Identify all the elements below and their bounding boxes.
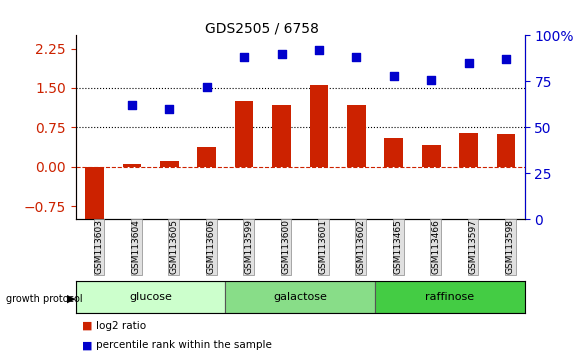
FancyBboxPatch shape <box>375 281 525 313</box>
Point <box>314 47 324 53</box>
Point <box>389 73 398 79</box>
Point <box>164 106 174 112</box>
Point <box>277 51 286 57</box>
Bar <box>459 133 478 167</box>
Text: GSM113605: GSM113605 <box>169 219 178 274</box>
Text: ▶: ▶ <box>67 294 76 304</box>
Text: ■: ■ <box>82 321 92 331</box>
Bar <box>497 134 515 167</box>
Text: GSM113599: GSM113599 <box>244 219 253 274</box>
Text: galactose: galactose <box>273 292 327 302</box>
Bar <box>272 105 291 167</box>
Point <box>127 103 136 108</box>
Point <box>464 60 473 66</box>
Text: GSM113600: GSM113600 <box>282 219 290 274</box>
Text: log2 ratio: log2 ratio <box>96 321 146 331</box>
Bar <box>347 105 366 167</box>
Point <box>202 84 212 90</box>
Bar <box>198 147 216 167</box>
FancyBboxPatch shape <box>76 281 226 313</box>
Point <box>501 57 511 62</box>
Text: ■: ■ <box>82 340 92 350</box>
Text: GSM113601: GSM113601 <box>319 219 328 274</box>
Text: GDS2505 / 6758: GDS2505 / 6758 <box>205 21 319 35</box>
Text: GSM113597: GSM113597 <box>469 219 477 274</box>
Text: GSM113466: GSM113466 <box>431 219 440 274</box>
Text: GSM113598: GSM113598 <box>506 219 515 274</box>
Text: GSM113465: GSM113465 <box>394 219 403 274</box>
Text: percentile rank within the sample: percentile rank within the sample <box>96 340 272 350</box>
Point <box>240 55 249 60</box>
Point <box>352 55 361 60</box>
Bar <box>160 161 178 167</box>
Text: growth protocol: growth protocol <box>6 294 82 304</box>
Text: GSM113604: GSM113604 <box>132 219 141 274</box>
Bar <box>85 167 104 219</box>
Bar <box>384 138 403 167</box>
Bar <box>122 164 141 167</box>
FancyBboxPatch shape <box>226 281 375 313</box>
Text: raffinose: raffinose <box>426 292 475 302</box>
Text: GSM113603: GSM113603 <box>94 219 104 274</box>
Text: GSM113602: GSM113602 <box>356 219 366 274</box>
Bar <box>235 101 254 167</box>
Text: glucose: glucose <box>129 292 172 302</box>
Text: GSM113606: GSM113606 <box>207 219 216 274</box>
Bar <box>422 145 441 167</box>
Point <box>427 77 436 82</box>
Bar <box>310 85 328 167</box>
